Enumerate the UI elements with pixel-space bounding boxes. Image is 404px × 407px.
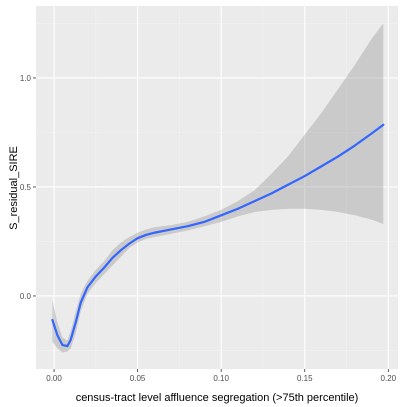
major-gridlines bbox=[36, 6, 398, 369]
y-tick-label: 0.0 bbox=[20, 292, 32, 301]
y-tick-label: 0.5 bbox=[20, 183, 32, 192]
x-axis-ticks: 0.00 0.05 0.10 0.15 0.20 bbox=[46, 369, 397, 383]
x-axis-title: census-tract level affluence segregation… bbox=[76, 392, 359, 404]
confidence-ribbon bbox=[52, 23, 384, 353]
x-tick-label: 0.00 bbox=[46, 374, 62, 383]
y-tick-label: 1.0 bbox=[20, 74, 32, 83]
y-axis-title: S_residual_SIRE bbox=[8, 146, 20, 230]
x-tick-label: 0.10 bbox=[213, 374, 229, 383]
x-tick-label: 0.05 bbox=[130, 374, 146, 383]
x-tick-label: 0.15 bbox=[297, 374, 313, 383]
y-axis-ticks: 0.0 0.5 1.0 bbox=[20, 74, 36, 301]
smooth-fit-line bbox=[51, 123, 385, 348]
x-tick-label: 0.20 bbox=[381, 374, 397, 383]
